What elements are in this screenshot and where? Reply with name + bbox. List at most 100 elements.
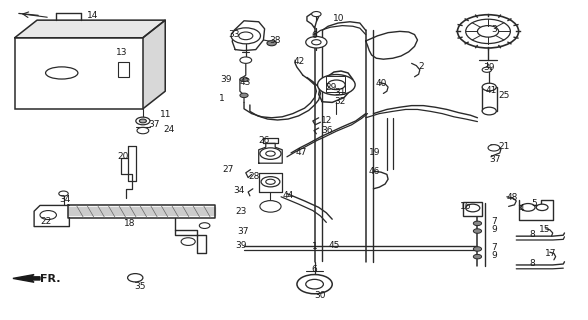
- Bar: [15, 38, 143, 109]
- Text: 13: 13: [116, 48, 128, 57]
- Circle shape: [40, 211, 56, 220]
- Circle shape: [521, 204, 535, 211]
- Bar: [118, 62, 129, 77]
- Circle shape: [473, 247, 482, 251]
- Text: 18: 18: [123, 220, 135, 228]
- Text: 24: 24: [163, 125, 175, 134]
- Text: 4: 4: [519, 204, 524, 213]
- Circle shape: [306, 279, 323, 289]
- Text: 34: 34: [59, 195, 70, 204]
- Circle shape: [473, 254, 482, 259]
- Text: 32: 32: [334, 97, 345, 106]
- Text: 7: 7: [492, 243, 497, 252]
- Text: 40: 40: [375, 79, 386, 88]
- Text: 22: 22: [40, 217, 51, 226]
- Text: 33: 33: [228, 30, 240, 39]
- Circle shape: [482, 83, 496, 91]
- Circle shape: [266, 151, 275, 156]
- Text: 21: 21: [499, 142, 510, 151]
- Circle shape: [240, 93, 248, 98]
- Text: 45: 45: [328, 241, 339, 250]
- Circle shape: [261, 177, 280, 187]
- Circle shape: [466, 19, 510, 44]
- Text: 11: 11: [160, 110, 172, 119]
- Circle shape: [482, 67, 492, 72]
- Text: 35: 35: [134, 282, 146, 291]
- Circle shape: [136, 117, 150, 125]
- Text: 44: 44: [282, 191, 293, 200]
- Circle shape: [457, 15, 519, 48]
- Circle shape: [199, 223, 210, 228]
- Circle shape: [473, 229, 482, 233]
- Circle shape: [318, 75, 355, 95]
- Text: 1: 1: [219, 94, 225, 103]
- Circle shape: [181, 238, 195, 245]
- Bar: [482, 87, 497, 111]
- Text: 19: 19: [369, 148, 381, 156]
- Polygon shape: [13, 275, 40, 282]
- Circle shape: [482, 107, 496, 115]
- Text: 27: 27: [222, 165, 233, 174]
- Text: 42: 42: [294, 57, 305, 66]
- Text: 39: 39: [220, 75, 232, 84]
- Text: 6: 6: [312, 265, 318, 274]
- Circle shape: [231, 28, 260, 44]
- Circle shape: [312, 12, 321, 17]
- Text: 39: 39: [483, 63, 495, 72]
- Text: 47: 47: [295, 148, 306, 156]
- Text: 29: 29: [326, 83, 337, 92]
- Text: 9: 9: [492, 251, 497, 260]
- Text: 7: 7: [492, 217, 497, 226]
- Circle shape: [328, 80, 345, 90]
- Circle shape: [473, 221, 482, 226]
- Bar: [463, 202, 482, 216]
- Text: 3: 3: [491, 25, 497, 34]
- Circle shape: [266, 179, 275, 184]
- Circle shape: [137, 127, 149, 134]
- Circle shape: [477, 26, 499, 37]
- Text: 46: 46: [368, 167, 379, 176]
- Polygon shape: [68, 207, 215, 215]
- Text: 6: 6: [312, 31, 318, 40]
- Circle shape: [263, 201, 278, 209]
- Text: 30: 30: [315, 292, 326, 300]
- Circle shape: [240, 57, 252, 63]
- Circle shape: [240, 77, 248, 82]
- Circle shape: [466, 204, 480, 212]
- Text: 26: 26: [259, 136, 270, 145]
- Circle shape: [260, 201, 281, 212]
- Text: 41: 41: [486, 86, 497, 95]
- Text: 25: 25: [499, 91, 510, 100]
- Text: 37: 37: [148, 120, 160, 129]
- Text: 8: 8: [529, 259, 535, 268]
- Ellipse shape: [46, 67, 78, 79]
- Text: 37: 37: [489, 155, 501, 164]
- Circle shape: [260, 148, 281, 159]
- Circle shape: [128, 274, 143, 282]
- Text: 20: 20: [118, 152, 129, 161]
- Circle shape: [312, 40, 321, 45]
- Circle shape: [267, 41, 276, 46]
- Text: 2: 2: [419, 62, 425, 71]
- Text: 43: 43: [240, 78, 251, 87]
- Text: FR.: FR.: [40, 274, 61, 284]
- Polygon shape: [15, 20, 165, 38]
- Text: 38: 38: [269, 36, 281, 45]
- Circle shape: [488, 145, 500, 151]
- Polygon shape: [143, 20, 165, 109]
- Text: 28: 28: [248, 172, 259, 181]
- Text: 37: 37: [238, 227, 249, 236]
- Text: 23: 23: [235, 207, 246, 216]
- Text: 5: 5: [532, 199, 537, 208]
- Text: 17: 17: [544, 249, 556, 258]
- Circle shape: [239, 32, 253, 40]
- Text: 16: 16: [460, 202, 472, 211]
- Circle shape: [297, 275, 332, 294]
- Text: 39: 39: [235, 241, 247, 250]
- Circle shape: [139, 119, 146, 123]
- Bar: [326, 76, 345, 92]
- Circle shape: [59, 191, 68, 196]
- Circle shape: [536, 204, 548, 211]
- Text: 48: 48: [507, 193, 518, 202]
- Text: 1: 1: [312, 242, 318, 251]
